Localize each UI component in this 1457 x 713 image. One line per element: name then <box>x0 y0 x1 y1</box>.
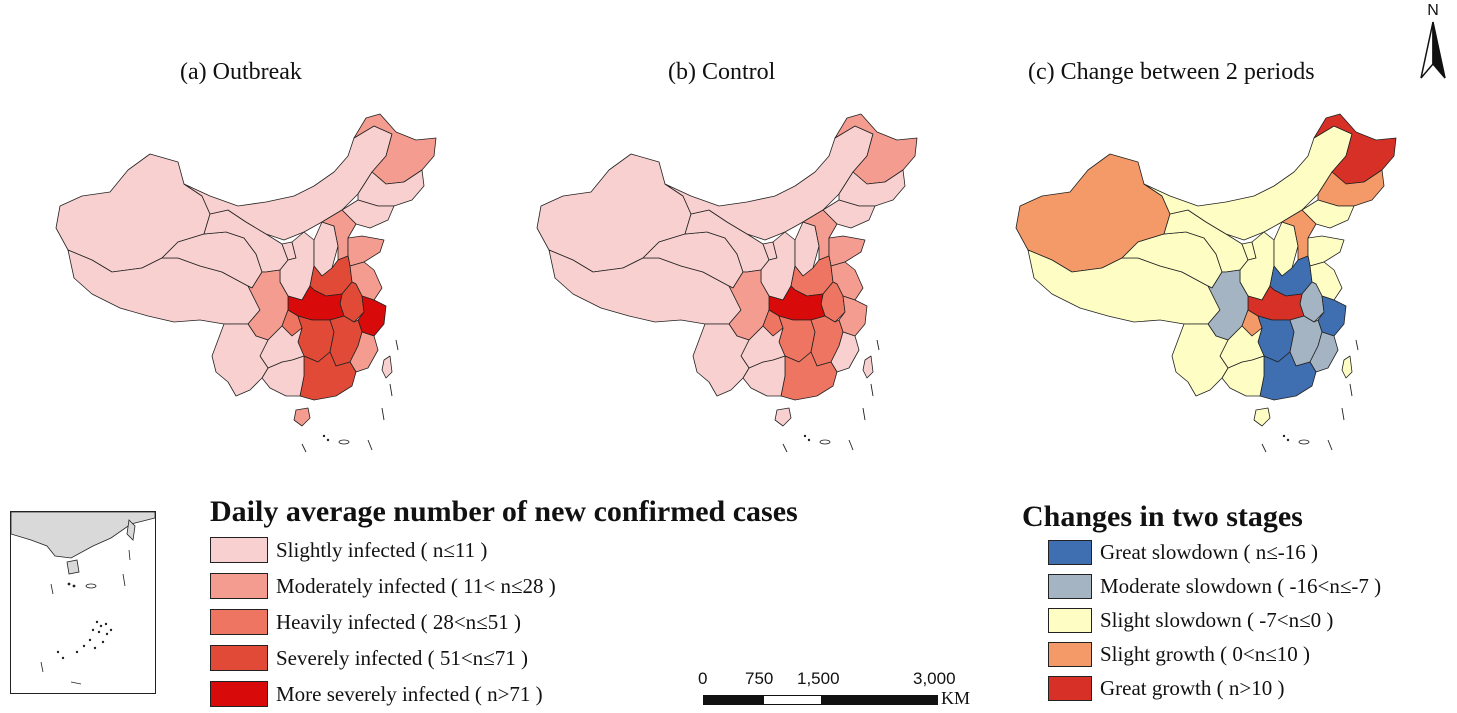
legend-right-label-slight_slow: Slight slowdown ( -7<n≤0 ) <box>1100 608 1334 632</box>
region-shandong <box>1307 235 1345 267</box>
south-sea-islands <box>1261 339 1359 453</box>
region-hainan <box>774 407 792 427</box>
legend-left-label-severe: Severely infected ( 51<n≤71 ) <box>276 645 528 670</box>
region-jilin <box>1317 169 1385 207</box>
legend-right-label-slight_growth: Slight growth ( 0<n≤10 ) <box>1100 642 1311 666</box>
legend-left-label-heavy: Heavily infected ( 28<n≤51 ) <box>276 609 521 634</box>
legend-left-item-slight: Slightly infected ( n≤11 ) <box>210 537 487 563</box>
south-sea-islands <box>782 339 880 453</box>
legend-left-label-moderate: Moderately infected ( 11< n≤28 ) <box>276 573 556 598</box>
legend-left-item-moderate: Moderately infected ( 11< n≤28 ) <box>210 573 556 599</box>
scale-unit: KM <box>941 688 971 708</box>
legend-right-label-moderate_slow: Moderate slowdown ( -16<n≤-7 ) <box>1100 574 1382 598</box>
region-shandong <box>347 235 385 267</box>
scale-tick-0: 0 <box>698 669 708 688</box>
region-yunnan <box>211 323 269 397</box>
legend-left-swatch-severe <box>210 645 268 671</box>
legend-left-item-heavy: Heavily infected ( 28<n≤51 ) <box>210 609 521 635</box>
region-shandong <box>828 235 866 267</box>
region-taiwan <box>862 355 874 379</box>
region-hainan <box>1253 407 1271 427</box>
region-yunnan <box>1171 323 1229 397</box>
scale-tick-1500: 1,500 <box>797 669 840 688</box>
legend-right-heading: Changes in two stages <box>1022 500 1303 533</box>
region-yunnan <box>692 323 750 397</box>
legend-right-swatch-slight_slow <box>1048 608 1092 633</box>
scale-segment-2 <box>763 695 822 705</box>
scale-segment-3 <box>821 695 938 705</box>
region-hainan <box>293 407 311 427</box>
scale-segment-1 <box>703 695 763 705</box>
legend-left-label-slight: Slightly infected ( n≤11 ) <box>276 537 488 562</box>
legend-left-swatch-moderate <box>210 573 268 599</box>
map-control <box>536 113 918 453</box>
legend-left-swatch-slight <box>210 537 268 563</box>
north-arrow-icon: N <box>1418 2 1448 82</box>
legend-right-label-great_growth: Great growth ( n>10 ) <box>1100 676 1285 700</box>
legend-left-item-more: More severely infected ( n>71 ) <box>210 681 543 707</box>
map-title-change: (c) Change between 2 periods <box>1028 59 1315 85</box>
map-outbreak <box>55 113 437 453</box>
region-jilin <box>838 169 906 207</box>
south-china-sea-inset <box>10 511 156 694</box>
legend-right-swatch-moderate_slow <box>1048 574 1092 599</box>
scale-tick-750: 750 <box>745 669 774 688</box>
north-label: N <box>1427 2 1439 19</box>
map-title-control: (b) Control <box>668 59 776 85</box>
legend-right-item-moderate_slow: Moderate slowdown ( -16<n≤-7 ) <box>1048 574 1381 599</box>
legend-right-item-slight_slow: Slight slowdown ( -7<n≤0 ) <box>1048 608 1333 633</box>
legend-left-heading: Daily average number of new confirmed ca… <box>210 495 798 528</box>
region-jilin <box>357 169 425 207</box>
map-title-outbreak: (a) Outbreak <box>180 59 302 85</box>
legend-right-item-slight_growth: Slight growth ( 0<n≤10 ) <box>1048 642 1310 667</box>
legend-right-swatch-great_slow <box>1048 540 1092 565</box>
map-change <box>1015 113 1397 453</box>
legend-right-swatch-slight_growth <box>1048 642 1092 667</box>
legend-left-swatch-heavy <box>210 609 268 635</box>
south-sea-islands <box>301 339 399 453</box>
legend-left-item-severe: Severely infected ( 51<n≤71 ) <box>210 645 528 671</box>
legend-right-item-great_slow: Great slowdown ( n≤-16 ) <box>1048 540 1318 565</box>
legend-left-swatch-more <box>210 681 268 707</box>
legend-left-label-more: More severely infected ( n>71 ) <box>276 681 543 706</box>
legend-right-label-great_slow: Great slowdown ( n≤-16 ) <box>1100 540 1318 564</box>
legend-right-item-great_growth: Great growth ( n>10 ) <box>1048 676 1284 701</box>
scale-tick-3000: 3,000 <box>913 669 956 688</box>
region-taiwan <box>381 355 393 379</box>
region-taiwan <box>1341 355 1353 379</box>
legend-right-swatch-great_growth <box>1048 676 1092 701</box>
